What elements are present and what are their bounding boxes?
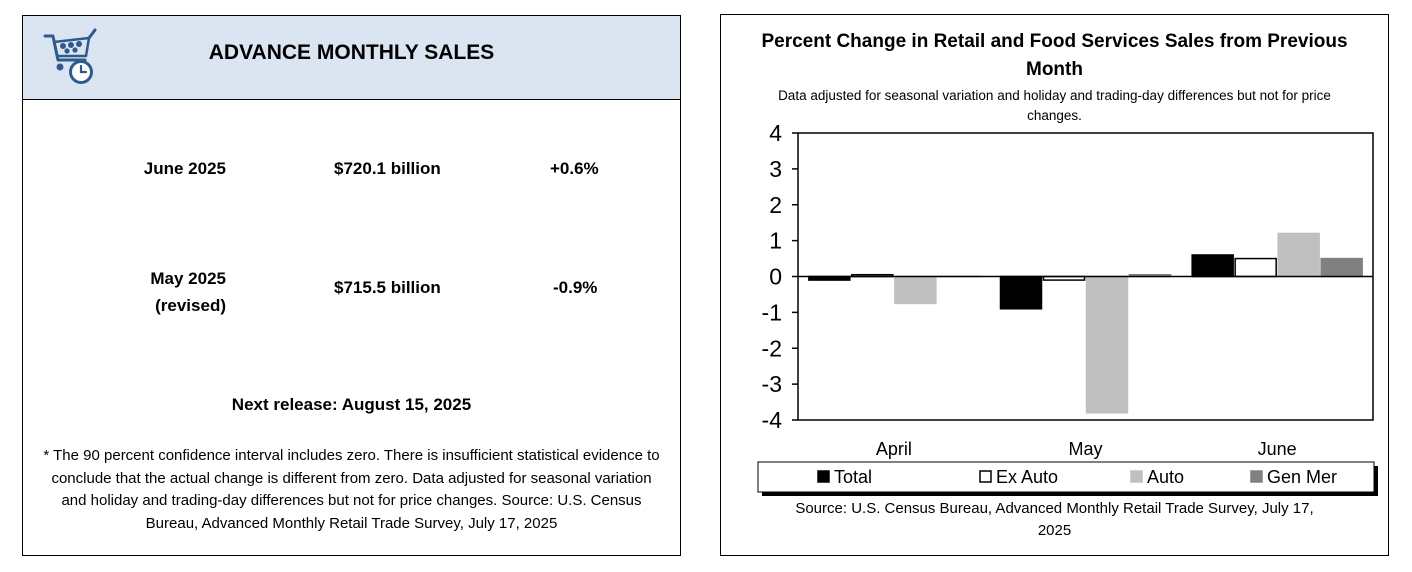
legend-swatch-ex-auto xyxy=(979,470,992,483)
row-may-value: $715.5 billion xyxy=(334,278,441,297)
bar-chart: 4 3 2 1 0 -1 -2 -3 -4 April May June Total Ex Auto Aut… xyxy=(757,120,1378,496)
legend xyxy=(757,461,1375,493)
y-tick-label: -1 xyxy=(762,299,782,325)
legend-swatch-auto xyxy=(1130,470,1143,483)
summary-panel: ADVANCE MONTHLY SALES June 2025 $720.1 b… xyxy=(22,15,681,556)
y-tick-label: 3 xyxy=(769,156,782,182)
row-may-label-line2: (revised) xyxy=(155,296,226,315)
legend-label-ex-auto: Ex Auto xyxy=(996,467,1058,487)
y-tick-label: 2 xyxy=(769,192,782,218)
bar-total-may xyxy=(999,275,1043,310)
summary-title: ADVANCE MONTHLY SALES xyxy=(208,41,495,64)
bar-total-june xyxy=(1191,254,1234,278)
chart-panel: 4 3 2 1 0 -1 -2 -3 -4 April May June Total Ex Auto Aut… xyxy=(720,14,1389,556)
y-tick-label: -3 xyxy=(762,371,782,397)
chart-title: Percent Change in Retail and Food Servic… xyxy=(761,31,1348,80)
legend-swatch-total xyxy=(817,470,830,483)
y-tick-label: 0 xyxy=(769,264,782,290)
bar-auto-april xyxy=(894,275,937,305)
y-tick-label: 1 xyxy=(769,228,782,254)
y-tick-label: -2 xyxy=(762,335,782,361)
y-tick-label: 4 xyxy=(769,120,782,146)
row-june-label-line1: June 2025 xyxy=(143,159,226,178)
bar-ex-auto-june xyxy=(1234,257,1277,278)
legend-label-auto: Auto xyxy=(1147,467,1184,487)
x-tick-label: April xyxy=(876,439,912,459)
legend-label-total: Total xyxy=(834,467,872,487)
y-tick-label: -4 xyxy=(762,407,783,433)
row-may-change: -0.9% xyxy=(553,278,598,297)
row-june-label: June 2025 xyxy=(83,159,226,179)
bar-auto-may xyxy=(1085,275,1129,414)
legend-swatch-gen-mer xyxy=(1250,470,1263,483)
row-june-change: +0.6% xyxy=(550,159,599,178)
summary-header: ADVANCE MONTHLY SALES xyxy=(23,16,680,100)
row-may-label-line1: May 2025 xyxy=(150,269,226,288)
x-tick-label: June xyxy=(1258,439,1297,459)
x-tick-label: May xyxy=(1068,439,1102,459)
row-may-label: May 2025 (revised) xyxy=(83,265,226,319)
bar-auto-june xyxy=(1277,232,1320,278)
chart-source: Source: U.S. Census Bureau, Advanced Mon… xyxy=(795,500,1314,539)
footnote: * The 90 percent confidence interval inc… xyxy=(43,447,660,532)
next-release: Next release: August 15, 2025 xyxy=(231,395,472,414)
legend-label-gen-mer: Gen Mer xyxy=(1267,467,1337,487)
shopping-cart-clock-icon xyxy=(43,28,97,84)
row-june-value: $720.1 billion xyxy=(334,159,441,178)
chart-subtitle: Data adjusted for seasonal variation and… xyxy=(778,88,1331,123)
bar-gen-mer-june xyxy=(1320,257,1363,278)
